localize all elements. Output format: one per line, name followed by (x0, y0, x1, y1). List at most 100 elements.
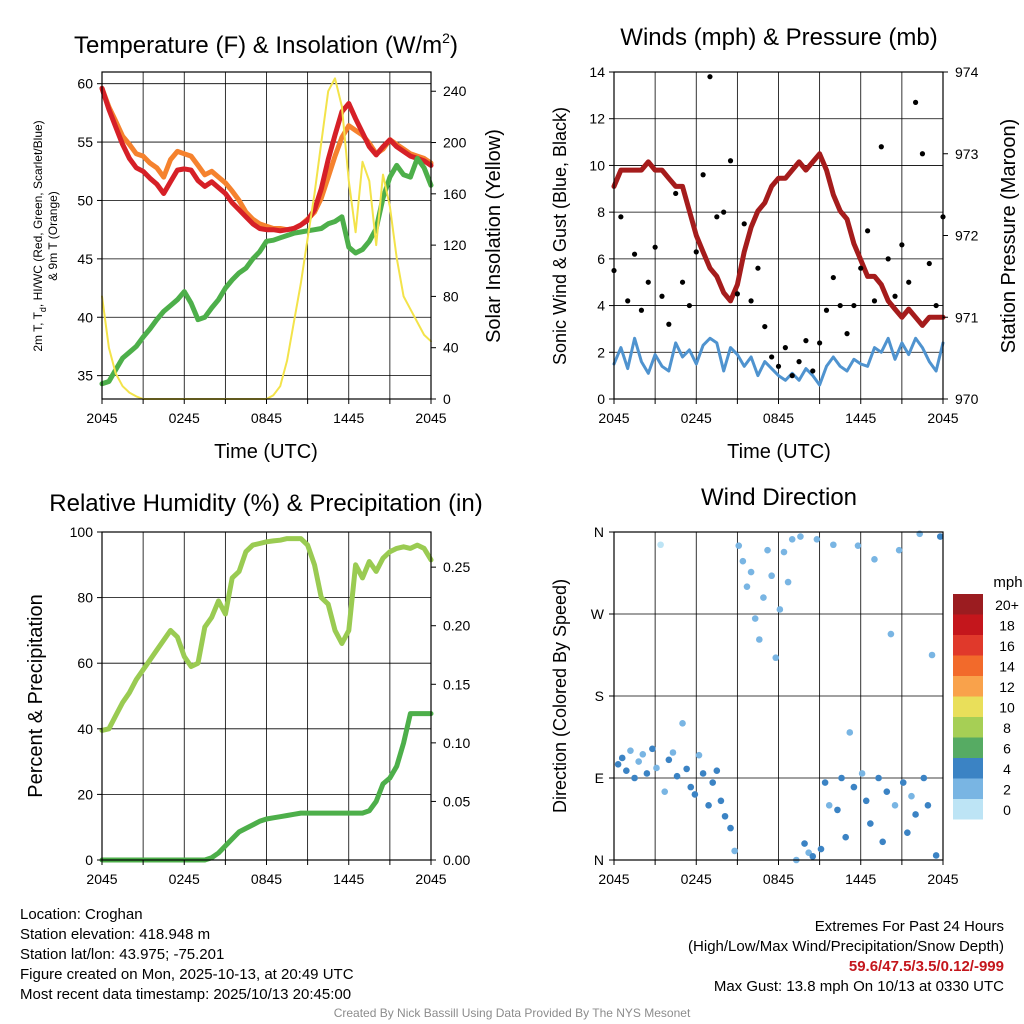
credit-line: Created By Nick Bassill Using Data Provi… (333, 1006, 691, 1020)
direction-point (899, 779, 907, 786)
rh-y-label: Percent & Precipitation (25, 594, 47, 797)
gust-point (659, 293, 665, 299)
rh-x-tick-label: 2045 (86, 871, 117, 887)
wind-y2-tick-label: 972 (955, 228, 979, 244)
legend-label: 4 (1003, 761, 1011, 777)
direction-point (768, 572, 775, 580)
direction-point (797, 533, 804, 540)
temp-x-tick-label: 0245 (169, 410, 200, 426)
direction-point (875, 774, 882, 782)
wind-y2-tick-label: 973 (955, 146, 979, 162)
td-line (99, 155, 434, 387)
direction-point (904, 829, 911, 836)
wind-y2-tick-label: 974 (955, 64, 979, 80)
temp-x-tick-label: 0845 (251, 410, 282, 426)
gust-point (933, 302, 939, 309)
wind-y-tick-label: 2 (597, 344, 605, 360)
temp-gridlines (102, 72, 431, 399)
wind-x-tick-label: 2045 (927, 410, 958, 426)
gust-point (631, 251, 638, 257)
speed-legend-title: mph (993, 574, 1022, 591)
gust-point (638, 307, 645, 313)
temp-y-tick-label: 35 (77, 368, 93, 384)
gust-point (782, 345, 788, 351)
gust-point (803, 338, 809, 344)
rh-y2-tick-label: 0.10 (443, 735, 470, 751)
temp-x-tick-label: 2045 (86, 410, 117, 426)
rh-y2-tick-label: 0.20 (443, 618, 470, 634)
direction-point (776, 606, 784, 613)
temp-y2-tick-label: 200 (443, 135, 467, 151)
legend-label: 14 (999, 659, 1015, 675)
direction-point (887, 630, 895, 638)
gust-point (762, 323, 768, 330)
rh-y-tick-label: 60 (77, 655, 93, 671)
gust-point (810, 368, 816, 374)
direction-point (842, 833, 849, 841)
gust-point (837, 302, 843, 309)
temp-y2-tick-label: 0 (443, 391, 451, 407)
direction-point (731, 847, 738, 855)
legend-label: 16 (999, 638, 1015, 654)
dir-x-tick-label: 0245 (681, 871, 712, 887)
legend-swatch (953, 778, 983, 799)
gust-point (789, 373, 795, 379)
gust-point (851, 302, 857, 309)
rh-axis-ticks: 2045 0245 0845 1445 2045 0 20 40 60 80 100 0.00 0.05… (70, 524, 471, 887)
figure-created: Figure created on Mon, 2025-10-13, at 20… (20, 966, 354, 983)
direction-point (932, 852, 940, 859)
temp-y2-tick-label: 160 (443, 186, 467, 202)
direction-point (834, 806, 841, 814)
speed-color-legend: 20+ 18 16 14 12 10 8 6 4 2 0 (953, 594, 1019, 820)
wind-y-tick-label: 12 (589, 111, 605, 127)
gust-point (823, 307, 830, 313)
wind-y-label: Sonic Wind & Gust (Blue, Black) (550, 107, 570, 365)
direction-point (691, 791, 699, 798)
rh-y2-tick-label: 0.00 (443, 852, 470, 868)
dir-y-tick-label: E (595, 770, 604, 786)
station-elevation: Station elevation: 418.948 m (20, 926, 211, 943)
direction-point (631, 774, 638, 782)
temp-y2-label: Solar Insolation (Yellow) (483, 129, 505, 343)
legend-label: 2 (1003, 782, 1011, 798)
direction-point (879, 838, 886, 846)
rh-x-tick-label: 0245 (169, 871, 200, 887)
temp-y2-tick-label: 240 (443, 83, 467, 99)
rh-y2-tick-label: 0.25 (443, 559, 470, 575)
dir-x-tick-label: 0845 (763, 871, 794, 887)
gust-point (755, 265, 761, 271)
gust-point (919, 151, 926, 157)
gust-point (906, 279, 912, 285)
wind-x-label: Time (UTC) (727, 441, 831, 463)
direction-point (751, 615, 759, 622)
recent-timestamp: Most recent data timestamp: 2025/10/13 2… (20, 986, 352, 1003)
direction-point (695, 751, 703, 759)
legend-swatch (953, 655, 983, 676)
legend-label: 8 (1003, 720, 1011, 736)
gust-point (714, 214, 720, 220)
rh-x-tick-label: 2045 (415, 871, 446, 887)
gust-point (899, 242, 905, 248)
temp-y2-tick-label: 120 (443, 237, 467, 253)
temp-y-tick-label: 50 (77, 192, 93, 208)
rh-panel-title: Relative Humidity (%) & Precipitation (i… (49, 490, 482, 517)
direction-point (657, 541, 664, 549)
station-info: Location: Croghan Station elevation: 418… (20, 905, 354, 1005)
rh-y-tick-label: 80 (77, 590, 93, 606)
wind-x-tick-label: 2045 (598, 410, 629, 426)
legend-swatch (953, 696, 983, 717)
dir-x-tick-label: 1445 (845, 871, 876, 887)
rh-x-tick-label: 0845 (251, 871, 282, 887)
direction-point (673, 772, 681, 780)
dir-series-group (614, 530, 944, 864)
legend-label: 20+ (995, 597, 1019, 613)
station-pressure-line (611, 151, 946, 328)
gust-point (844, 331, 850, 337)
direction-point (908, 792, 915, 800)
gust-point (645, 279, 651, 285)
direction-point (649, 745, 656, 753)
direction-point (747, 568, 755, 576)
dir-x-tick-label: 2045 (598, 871, 629, 887)
legend-swatch (953, 594, 983, 615)
temp-x-tick-label: 1445 (333, 410, 364, 426)
